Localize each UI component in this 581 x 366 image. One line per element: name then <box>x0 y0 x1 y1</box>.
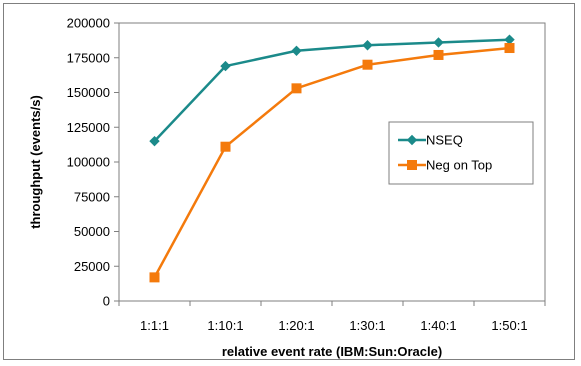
series-neg-on-top <box>149 43 515 283</box>
series-nseq <box>149 34 515 147</box>
y-tick-label: 75000 <box>74 189 110 204</box>
y-axis-title: throughput (events/s) <box>28 95 43 229</box>
y-tick-label: 25000 <box>74 259 110 274</box>
series-line <box>153 46 510 278</box>
x-tick-label: 1:50:1 <box>491 318 527 333</box>
x-tick-label: 1:10:1 <box>207 318 243 333</box>
y-tick-label: 0 <box>103 294 110 309</box>
data-point <box>362 59 373 70</box>
x-tick-label: 1:30:1 <box>349 318 385 333</box>
legend-swatch-marker <box>406 134 418 146</box>
legend-swatch-marker <box>407 160 417 170</box>
data-point <box>220 141 231 152</box>
data-point <box>291 45 302 57</box>
data-point <box>504 43 515 54</box>
data-point <box>291 83 302 94</box>
data-point <box>149 135 160 147</box>
y-tick-label: 200000 <box>67 16 110 31</box>
x-axis-ticks: 1:1:1 1:10:1 1:20:1 1:30:1 1:40:1 1:50:1 <box>118 301 546 333</box>
data-point <box>504 34 515 45</box>
x-tick-label: 1:1:1 <box>140 318 169 333</box>
x-tick-label: 1:40:1 <box>420 318 456 333</box>
legend: NSEQ Neg on Top <box>388 121 534 185</box>
y-tick-label: 125000 <box>67 120 110 135</box>
data-point <box>433 49 444 60</box>
data-point <box>220 60 231 72</box>
series-line <box>153 38 510 143</box>
y-tick-label: 175000 <box>67 50 110 65</box>
legend-box <box>388 121 534 185</box>
legend-entry: NSEQ <box>426 133 463 148</box>
data-point <box>362 40 373 51</box>
data-point <box>149 272 160 283</box>
x-tick-label: 1:20:1 <box>278 318 314 333</box>
x-axis-title: relative event rate (IBM:Sun:Oracle) <box>222 344 442 359</box>
data-point <box>433 37 444 48</box>
legend-entry: Neg on Top <box>426 158 492 173</box>
y-tick-label: 150000 <box>67 85 110 100</box>
series-layer <box>149 34 515 283</box>
y-tick-label: 50000 <box>74 224 110 239</box>
y-axis-ticks: 0 25000 50000 75000 100000 125000 150000 175000… <box>67 16 119 309</box>
y-tick-label: 100000 <box>67 155 110 170</box>
